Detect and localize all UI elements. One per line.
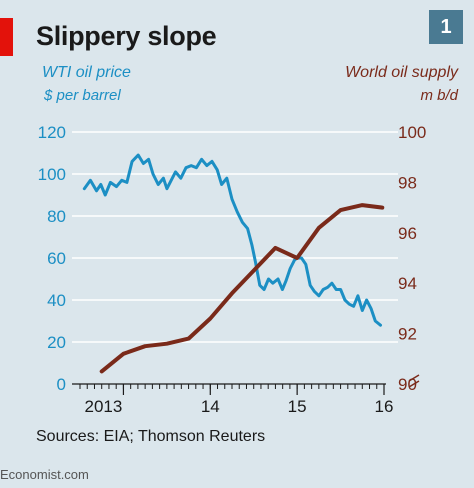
x-tick-label: 16 [375,397,394,416]
chart-number-badge: 1 [429,10,463,44]
right-axis-series-label: World oil supply [345,64,458,81]
left-tick-label: 120 [38,123,66,142]
left-tick-label: 0 [57,375,66,394]
left-axis-series-label: WTI oil price [42,64,131,81]
left-tick-label: 100 [38,165,66,184]
world-oil-supply-line [99,203,385,374]
right-tick-label: 94 [398,274,417,293]
x-tick-label: 15 [288,397,307,416]
left-axis-unit-label: $ per barrel [44,87,121,104]
x-tick-label: 14 [201,397,220,416]
right-tick-label: 98 [398,173,417,192]
economist-brand: Economist.com [0,467,89,482]
wti-oil-price-line [82,153,382,327]
x-tick-label: 2013 [85,397,123,416]
source-note: Sources: EIA; Thomson Reuters [36,428,266,445]
left-tick-label: 40 [47,291,66,310]
left-tick-label: 60 [47,249,66,268]
right-axis-unit-label: m b/d [420,87,458,104]
right-tick-label: 96 [398,224,417,243]
chart-title: Slippery slope [36,21,217,51]
left-tick-label: 80 [47,207,66,226]
red-accent-tab [0,18,13,56]
right-tick-label: 100 [398,123,426,142]
axis-break-icon [408,374,420,388]
right-tick-label: 92 [398,325,417,344]
left-tick-label: 20 [47,333,66,352]
